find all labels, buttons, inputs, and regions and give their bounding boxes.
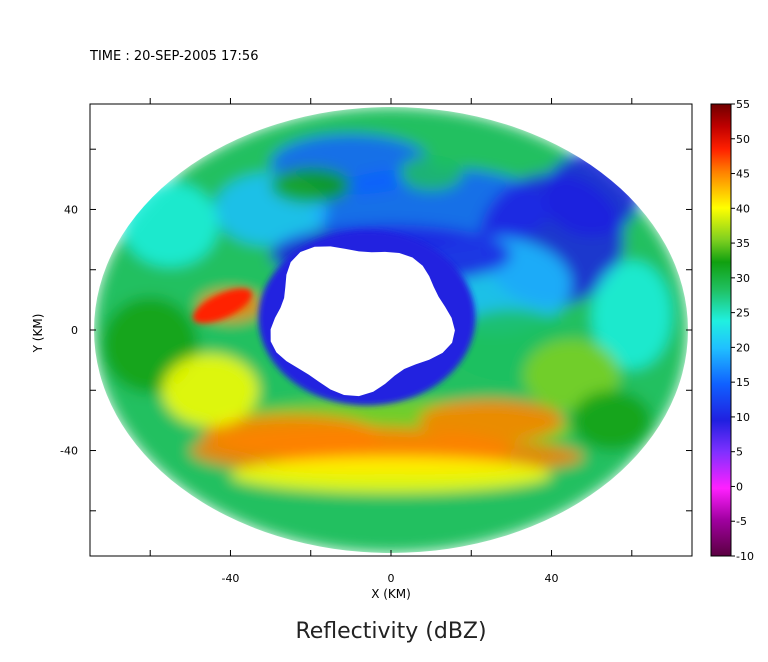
outside-range-mask	[90, 104, 692, 556]
colorbar	[710, 103, 732, 557]
axes: -40 0 40 40 0 -40	[60, 98, 692, 585]
colorbar-tick-label: 40	[736, 202, 750, 215]
colorbar-tick-label: 20	[736, 341, 750, 354]
time-label: TIME : 20-SEP-2005 17:56	[89, 49, 258, 64]
echo-cell	[419, 399, 564, 442]
colorbar-tick-label: -10	[736, 550, 754, 563]
colorbar-tick-label: 15	[736, 376, 750, 389]
x-axis-title: X (KM)	[371, 587, 411, 601]
colorbar-tick-label: 5	[736, 446, 743, 459]
y-axis-title: Y (KM)	[31, 314, 45, 354]
colorbar-tick-label: 45	[736, 168, 750, 181]
y-tick-label: 40	[64, 203, 78, 216]
colorbar-tick-label: 25	[736, 307, 750, 320]
western-cell	[192, 288, 252, 324]
echo-cell	[230, 456, 552, 493]
echo-cell	[202, 414, 379, 457]
colorbar-tick-label: 35	[736, 237, 750, 250]
echo-cell	[399, 155, 464, 192]
no-echo-eye	[270, 246, 455, 397]
echo-cell	[591, 260, 672, 370]
colorbar-tick-label: 50	[736, 133, 750, 146]
x-tick-label: 40	[545, 572, 559, 585]
echo-cell	[571, 390, 652, 451]
echo-cell	[162, 354, 259, 427]
reflectivity-field	[90, 104, 692, 556]
colorbar-tick-label: 0	[736, 480, 743, 493]
colorbar-tick-label: -5	[736, 515, 747, 528]
x-tick-label: 0	[388, 572, 395, 585]
y-tick-label: 0	[71, 324, 78, 337]
y-tick-label: -40	[60, 445, 78, 458]
colorbar-tick-label: 10	[736, 411, 750, 424]
echo-cell	[270, 167, 351, 204]
colorbar-tick-label: 30	[736, 272, 750, 285]
x-tick-label: -40	[221, 572, 239, 585]
colorbar-tick-label: 55	[736, 98, 750, 111]
chart-title: Reflectivity (dBZ)	[295, 619, 486, 644]
